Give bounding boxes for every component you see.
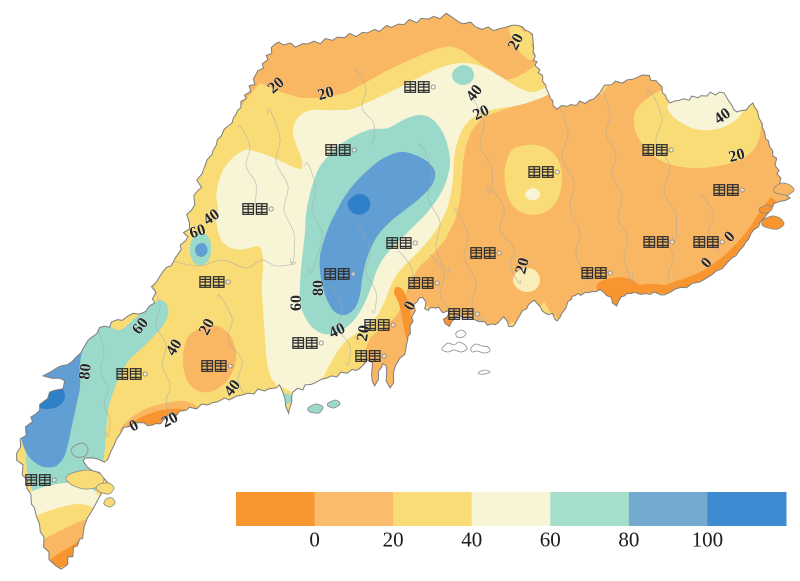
svg-text:80: 80: [618, 528, 639, 552]
svg-text:20: 20: [470, 102, 492, 124]
svg-text:100: 100: [692, 528, 724, 552]
svg-text:20: 20: [316, 83, 336, 104]
svg-text:60: 60: [540, 528, 561, 552]
svg-text:60: 60: [187, 221, 207, 242]
svg-text:0: 0: [309, 528, 320, 552]
svg-text:20: 20: [159, 409, 181, 432]
svg-text:80: 80: [76, 363, 95, 381]
svg-text:20: 20: [505, 31, 528, 53]
svg-text:20: 20: [512, 256, 533, 276]
svg-text:20: 20: [727, 145, 747, 166]
svg-text:20: 20: [196, 316, 219, 338]
svg-text:60: 60: [288, 295, 305, 311]
svg-text:40: 40: [326, 320, 348, 342]
svg-text:20: 20: [383, 528, 404, 552]
svg-text:40: 40: [461, 528, 482, 552]
svg-text:40: 40: [163, 336, 186, 359]
svg-text:80: 80: [310, 280, 327, 296]
